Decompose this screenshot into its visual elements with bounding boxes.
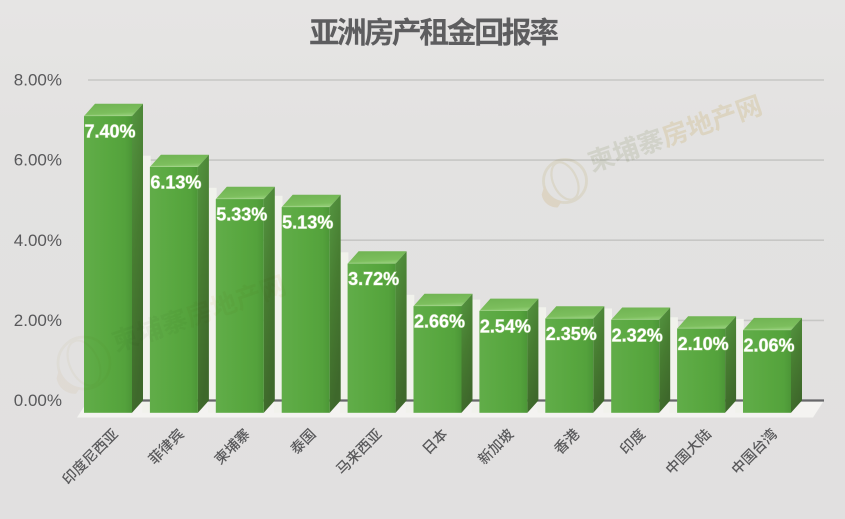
svg-text:2.66%: 2.66% [414, 312, 465, 332]
svg-text:2.54%: 2.54% [480, 316, 531, 336]
svg-text:6.00%: 6.00% [14, 151, 62, 170]
svg-text:2.10%: 2.10% [678, 334, 729, 354]
svg-text:0.00%: 0.00% [14, 391, 62, 410]
svg-text:5.13%: 5.13% [282, 213, 333, 233]
svg-text:7.40%: 7.40% [84, 122, 135, 142]
svg-text:2.32%: 2.32% [612, 325, 663, 345]
svg-text:2.35%: 2.35% [546, 324, 597, 344]
svg-text:2.00%: 2.00% [14, 311, 62, 330]
svg-text:8.00%: 8.00% [14, 71, 62, 90]
svg-text:5.33%: 5.33% [216, 205, 267, 225]
svg-text:6.13%: 6.13% [150, 173, 201, 193]
svg-text:2.06%: 2.06% [743, 336, 794, 356]
svg-text:4.00%: 4.00% [14, 231, 62, 250]
svg-text:3.72%: 3.72% [348, 269, 399, 289]
